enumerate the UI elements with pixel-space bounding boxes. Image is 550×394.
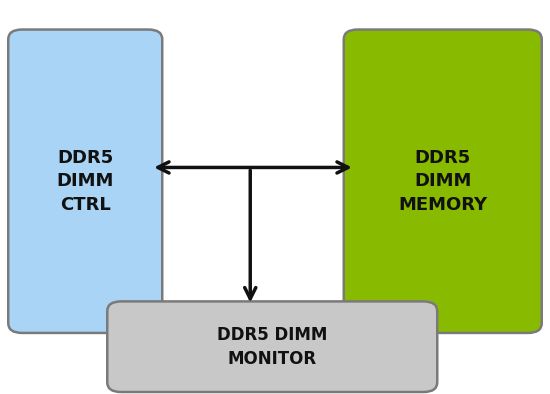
FancyBboxPatch shape — [344, 30, 542, 333]
Text: DDR5
DIMM
MEMORY: DDR5 DIMM MEMORY — [398, 149, 487, 214]
Text: DDR5 DIMM
MONITOR: DDR5 DIMM MONITOR — [217, 326, 327, 368]
FancyBboxPatch shape — [8, 30, 162, 333]
Text: DDR5
DIMM
CTRL: DDR5 DIMM CTRL — [57, 149, 114, 214]
FancyBboxPatch shape — [107, 301, 437, 392]
